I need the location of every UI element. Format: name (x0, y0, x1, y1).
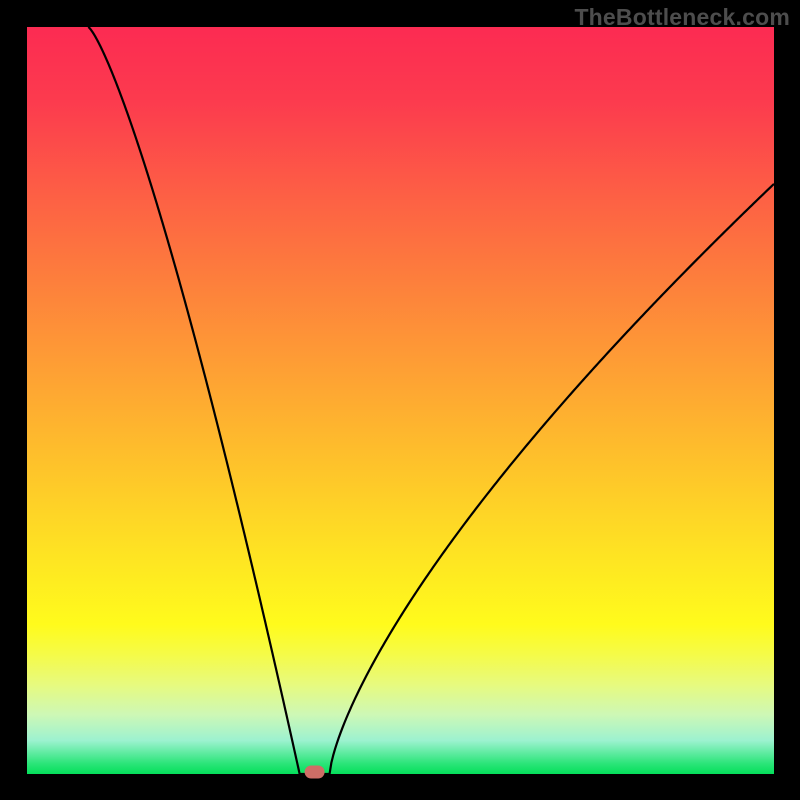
bottleneck-chart (0, 0, 800, 800)
chart-stage: TheBottleneck.com (0, 0, 800, 800)
min-marker (305, 766, 324, 778)
plot-background (27, 27, 774, 774)
watermark-text: TheBottleneck.com (574, 4, 790, 31)
